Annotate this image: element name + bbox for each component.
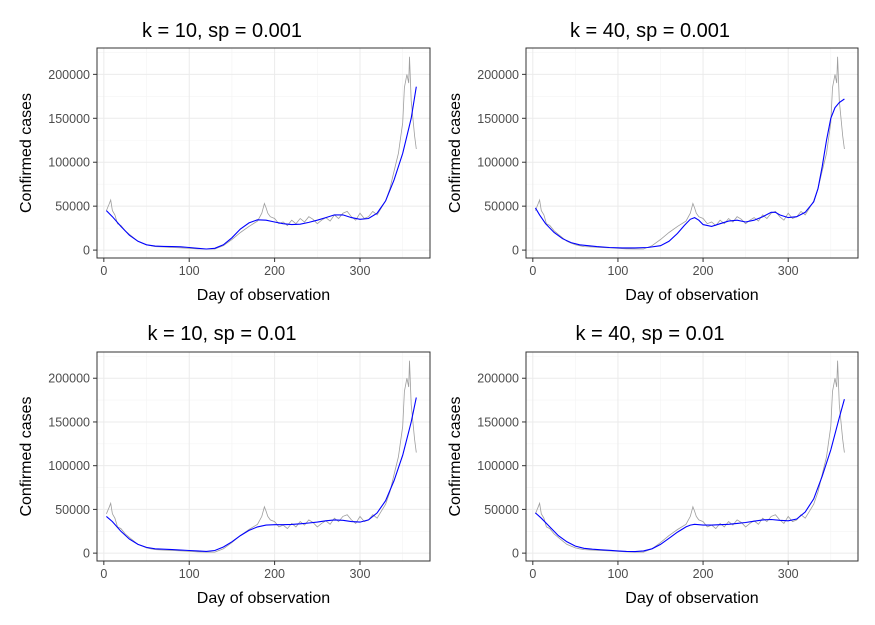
chart-panel-3: 0 100 200 300 0 50000 100000 150000 200000 k = 10… [18,323,431,607]
x-tick-label: 300 [350,264,371,278]
x-tick-label: 200 [264,567,285,581]
x-tick-label: 300 [778,264,799,278]
y-tick-label: 200000 [477,68,519,82]
x-tick-label: 300 [350,567,371,581]
y-tick-label: 50000 [484,200,519,214]
panel-border [96,47,431,259]
chart-title: k = 10, sp = 0.001 [142,20,302,42]
y-tick-label: 0 [512,547,519,561]
x-tick-label: 300 [778,567,799,581]
panel-border [525,47,859,259]
y-tick-label: 100000 [477,459,519,473]
fitted-series-line [106,86,417,250]
y-tick-label: 150000 [477,112,519,126]
x-tick-label: 200 [693,264,714,278]
chart-title: k = 40, sp = 0.01 [576,323,725,345]
x-tick-label: 100 [179,567,200,581]
y-axis-title: Confirmed cases [18,93,35,213]
panel-border [96,351,431,562]
chart-panel-1: 0 100 200 300 0 50000 100000 150000 200000 k = 10… [18,20,431,304]
x-tick-label: 100 [608,567,629,581]
y-tick-label: 150000 [48,415,90,429]
y-tick-label: 100000 [48,156,90,170]
y-axis-title: Confirmed cases [447,396,464,516]
panel-border [525,351,859,562]
y-tick-label: 200000 [477,372,519,386]
x-axis-title: Day of observation [625,287,758,304]
x-tick-label: 200 [264,264,285,278]
fitted-series-line [106,397,417,552]
y-tick-label: 0 [512,244,519,258]
y-axis-title: Confirmed cases [447,93,464,213]
observed-series-line [535,360,845,553]
chart-title: k = 40, sp = 0.001 [570,20,730,42]
y-tick-label: 50000 [55,503,90,517]
chart-panel-2: 0 100 200 300 0 50000 100000 150000 200000 k = 40… [447,20,859,304]
observed-series-line [106,360,417,553]
x-tick-label: 0 [100,264,107,278]
x-axis-title: Day of observation [197,590,330,607]
y-tick-label: 50000 [55,200,90,214]
x-axis-title: Day of observation [197,287,330,304]
y-tick-label: 0 [83,244,90,258]
x-tick-label: 100 [179,264,200,278]
chart-panel-4: 0 100 200 300 0 50000 100000 150000 200000 k = 40… [447,323,859,607]
y-tick-label: 150000 [477,415,519,429]
y-tick-label: 100000 [48,459,90,473]
y-tick-label: 100000 [477,156,519,170]
y-tick-label: 0 [83,547,90,561]
fitted-series-line [535,399,845,553]
y-tick-label: 200000 [48,68,90,82]
chart-title: k = 10, sp = 0.01 [148,323,297,345]
x-tick-label: 0 [529,264,536,278]
x-tick-label: 100 [608,264,629,278]
y-tick-label: 200000 [48,372,90,386]
x-tick-label: 0 [529,567,536,581]
fitted-series-line [534,98,845,249]
x-tick-label: 200 [693,567,714,581]
x-axis-title: Day of observation [625,590,758,607]
y-tick-label: 50000 [484,503,519,517]
y-tick-label: 150000 [48,112,90,126]
x-tick-label: 0 [100,567,107,581]
y-axis-title: Confirmed cases [18,396,35,516]
